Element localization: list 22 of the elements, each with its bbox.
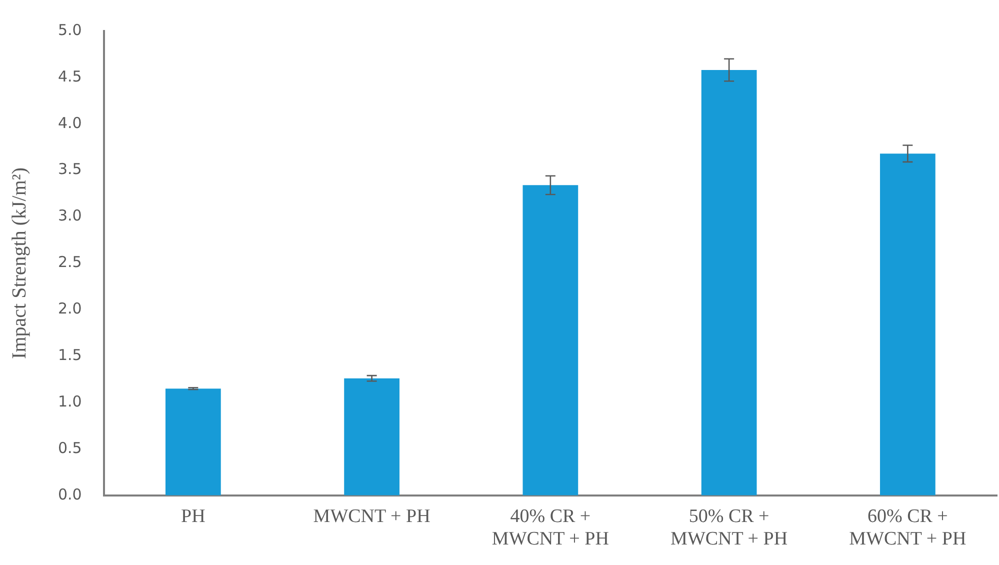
bar (165, 388, 221, 496)
x-tick-label: 40% CR + MWCNT + PH (492, 506, 610, 550)
x-tick-label: PH (181, 506, 206, 527)
y-tick-label: 4.0 (58, 114, 82, 132)
y-tick-label: 4.5 (58, 67, 82, 86)
x-tick-label: 50% CR + MWCNT + PH (670, 506, 788, 550)
y-axis-title: Impact Strength (kJ/m²) (8, 167, 30, 359)
y-tick-label: 3.0 (58, 206, 82, 225)
x-tick-label: 60% CR + MWCNT + PH (849, 506, 966, 550)
y-tick-label: 1.5 (58, 346, 82, 364)
y-tick-label: 0.5 (58, 438, 82, 457)
y-tick-label: 2.5 (58, 253, 82, 272)
y-tick-label: 2.0 (58, 300, 82, 318)
bar (344, 378, 400, 496)
y-tick-label: 0.0 (58, 485, 82, 504)
bar (701, 70, 757, 496)
bar (880, 154, 936, 496)
x-tick-label: MWCNT + PH (313, 506, 431, 527)
y-tick-label: 3.5 (58, 160, 82, 178)
y-tick-label: 1.0 (58, 392, 82, 410)
y-tick-label: 5.0 (58, 20, 82, 39)
bar (522, 185, 578, 496)
